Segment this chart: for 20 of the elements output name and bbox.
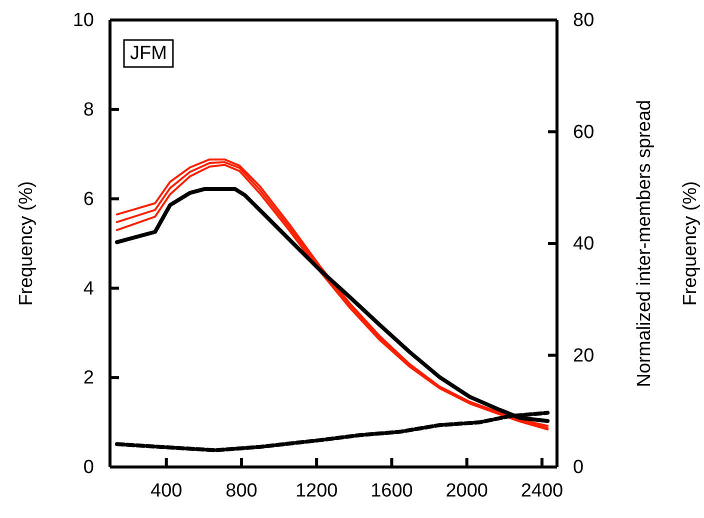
y-tick-label: 8: [83, 99, 94, 120]
y-tick-label: 0: [83, 457, 94, 478]
y-tick-label: 10: [72, 10, 94, 32]
x-tick-label: 1600: [370, 480, 413, 502]
x-tick-label: 2400: [520, 480, 564, 502]
y2-tick-label: 20: [573, 345, 594, 366]
y2-tick-label: 60: [573, 122, 594, 143]
x-tick-label: 1200: [295, 480, 338, 502]
y-axis-title: Frequency (%): [16, 181, 37, 306]
x-tick-label: 800: [226, 480, 258, 502]
annotation: JFM: [130, 43, 167, 64]
x-tick-label: 2000: [446, 480, 488, 502]
text: Normalized inter-members spread Frequency (%): [634, 100, 701, 388]
x-tick-label: 400: [150, 480, 182, 502]
y-tick-label: 6: [83, 188, 94, 210]
y2-tick-label: 0: [573, 457, 584, 478]
y-tick-label: 4: [83, 278, 94, 300]
y2-tick-label: 40: [573, 234, 594, 255]
y-tick-label: 2: [83, 368, 94, 389]
y2-tick-label: 80: [573, 10, 594, 32]
